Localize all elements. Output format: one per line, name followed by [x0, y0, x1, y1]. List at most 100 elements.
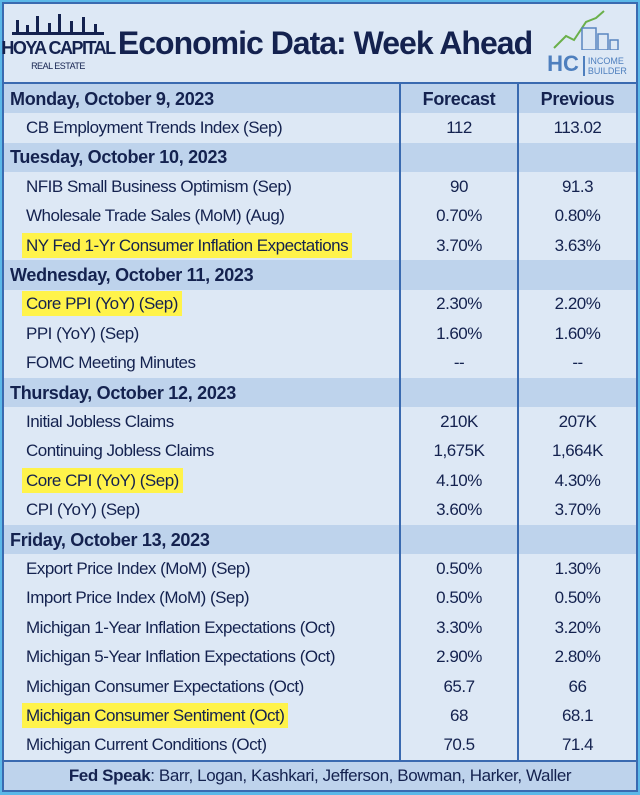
previous-value: 113.02	[517, 113, 636, 143]
previous-value: 71.4	[517, 730, 636, 760]
previous-value: 1.30%	[517, 554, 636, 584]
forecast-value: 0.50%	[399, 583, 518, 614]
day-header-row: Monday, October 9, 2023 Forecast Previous	[4, 84, 636, 114]
indicator-name: CPI (YoY) (Sep)	[26, 500, 140, 520]
fed-speak-label: Fed Speak	[68, 765, 151, 785]
day-label: Wednesday, October 11, 2023	[4, 260, 400, 290]
table-row: Wholesale Trade Sales (MoM) (Aug) 0.70% 0.…	[4, 201, 636, 231]
day-label: Thursday, October 12, 2023	[4, 377, 400, 408]
previous-value: 68.1	[517, 701, 636, 731]
hc-income-builder-logo: HC INCOME BUILDER	[542, 10, 632, 76]
indicator-name: Core PPI (YoY) (Sep)	[22, 291, 182, 317]
table-row: Continuing Jobless Claims 1,675K 1,664K	[4, 436, 636, 467]
logo-sub-text: REAL ESTATE	[31, 61, 85, 71]
indicator-name: Continuing Jobless Claims	[26, 441, 214, 461]
forecast-value: 3.30%	[399, 613, 518, 643]
table-row: NFIB Small Business Optimism (Sep) 90 91.3	[4, 172, 636, 202]
table-row: Michigan Consumer Expectations (Oct) 65.7…	[4, 671, 636, 702]
previous-value: 0.50%	[517, 583, 636, 614]
header: HOYA CAPITAL REAL ESTATE Economic Data: …	[1, 4, 636, 84]
table-row: Initial Jobless Claims 210K 207K	[4, 407, 636, 437]
logo-income-text: INCOME	[587, 56, 624, 66]
day-header-row: Tuesday, October 10, 2023	[4, 142, 636, 173]
indicator-name: PPI (YoY) (Sep)	[26, 323, 139, 343]
indicator-name: Michigan Current Conditions (Oct)	[26, 735, 267, 755]
day-label: Friday, October 13, 2023	[4, 524, 400, 555]
forecast-value: 0.50%	[399, 554, 518, 584]
forecast-value: 2.30%	[399, 289, 518, 320]
logo-builder-text: BUILDER	[587, 66, 627, 76]
hoya-capital-logo: HOYA CAPITAL REAL ESTATE	[1, 14, 116, 71]
forecast-value: --	[399, 348, 518, 378]
forecast-value: 68	[399, 701, 518, 731]
indicator-name: Import Price Index (MoM) (Sep)	[26, 588, 250, 608]
forecast-value: 4.10%	[399, 466, 518, 496]
forecast-value: 1,675K	[399, 436, 518, 467]
previous-value: --	[517, 348, 636, 378]
forecast-value: 0.70%	[399, 201, 518, 231]
forecast-value: 65.7	[399, 671, 518, 702]
table-row: Michigan Current Conditions (Oct) 70.5 71.…	[4, 730, 636, 760]
forecast-header: Forecast	[399, 84, 518, 114]
growth-chart-icon	[553, 10, 619, 50]
indicator-name: Core CPI (YoY) (Sep)	[22, 467, 183, 493]
table-row: NY Fed 1-Yr Consumer Inflation Expectati…	[4, 230, 636, 261]
previous-value: 3.63%	[517, 230, 636, 261]
indicator-name: Export Price Index (MoM) (Sep)	[26, 558, 251, 578]
page-title: Economic Data: Week Ahead	[117, 25, 533, 61]
indicator-name: Michigan Consumer Sentiment (Oct)	[22, 702, 289, 728]
indicator-name: Michigan 5-Year Inflation Expectations (…	[26, 647, 336, 667]
previous-value: 3.70%	[517, 495, 636, 525]
previous-value: 4.30%	[517, 466, 636, 496]
previous-value: 1,664K	[517, 436, 636, 467]
previous-value: 91.3	[517, 172, 636, 202]
indicator-name: NFIB Small Business Optimism (Sep)	[26, 176, 292, 196]
indicator-name: CB Employment Trends Index (Sep)	[26, 118, 283, 138]
data-table: Monday, October 9, 2023 Forecast Previous C…	[4, 84, 636, 760]
table-row: CB Employment Trends Index (Sep) 112 113.0…	[4, 113, 636, 143]
day-header-row: Friday, October 13, 2023	[4, 524, 636, 555]
indicator-name: Michigan 1-Year Inflation Expectations (…	[26, 617, 336, 637]
fed-speak-footer: Fed Speak: Barr, Logan, Kashkari, Jeffer…	[4, 759, 636, 790]
previous-value: 2.80%	[517, 642, 636, 672]
forecast-value: 1.60%	[399, 319, 518, 349]
forecast-value: 3.60%	[399, 495, 518, 525]
table-row: CPI (YoY) (Sep) 3.60% 3.70%	[4, 495, 636, 525]
indicator-name: Michigan Consumer Expectations (Oct)	[26, 676, 304, 696]
indicator-name: NY Fed 1-Yr Consumer Inflation Expectati…	[22, 232, 353, 258]
skyline-icon	[12, 14, 104, 35]
forecast-value: 210K	[399, 407, 518, 437]
logo-hc-text: HC	[547, 51, 579, 76]
day-header-row: Thursday, October 12, 2023	[4, 377, 636, 408]
table-row: Core PPI (YoY) (Sep) 2.30% 2.20%	[4, 289, 636, 320]
table-row: Export Price Index (MoM) (Sep) 0.50% 1.30%	[4, 554, 636, 584]
previous-value: 0.80%	[517, 201, 636, 231]
previous-value: 207K	[517, 407, 636, 437]
forecast-value: 70.5	[399, 730, 518, 760]
previous-header: Previous	[517, 84, 636, 114]
previous-value: 3.20%	[517, 613, 636, 643]
table-row: Michigan Consumer Sentiment (Oct) 68 68.1	[4, 701, 636, 731]
forecast-value: 112	[399, 113, 518, 143]
previous-value: 1.60%	[517, 319, 636, 349]
table-row: Import Price Index (MoM) (Sep) 0.50% 0.50%	[4, 583, 636, 614]
previous-value: 2.20%	[517, 289, 636, 320]
day-header-row: Wednesday, October 11, 2023	[4, 260, 636, 290]
table-row: Michigan 1-Year Inflation Expectations (…	[4, 613, 636, 643]
table-row: Michigan 5-Year Inflation Expectations (…	[4, 642, 636, 672]
indicator-name: FOMC Meeting Minutes	[26, 353, 196, 373]
table-row: Core CPI (YoY) (Sep) 4.10% 4.30%	[4, 466, 636, 496]
indicator-name: Wholesale Trade Sales (MoM) (Aug)	[26, 206, 285, 226]
forecast-value: 2.90%	[399, 642, 518, 672]
previous-value: 66	[517, 671, 636, 702]
forecast-value: 3.70%	[399, 230, 518, 261]
forecast-value: 90	[399, 172, 518, 202]
table-row: FOMC Meeting Minutes -- --	[4, 348, 636, 378]
table-row: PPI (YoY) (Sep) 1.60% 1.60%	[4, 319, 636, 349]
indicator-name: Initial Jobless Claims	[26, 411, 174, 431]
fed-speak-text: : Barr, Logan, Kashkari, Jefferson, Bowm…	[150, 765, 572, 785]
day-label: Monday, October 9, 2023	[4, 84, 400, 114]
logo-main-text: HOYA CAPITAL	[1, 38, 116, 58]
day-label: Tuesday, October 10, 2023	[4, 142, 400, 173]
